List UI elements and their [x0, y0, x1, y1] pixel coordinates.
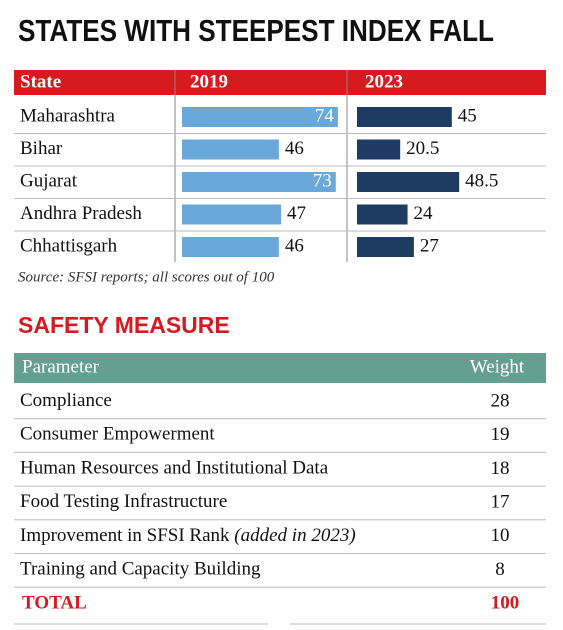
- category-label: Gujarat: [20, 170, 78, 191]
- total-value: 100: [491, 593, 520, 614]
- value-label: 46: [285, 235, 304, 256]
- source-note: Source: SFSI reports; all scores out of …: [18, 269, 275, 285]
- bar: [357, 172, 460, 192]
- chart-title: STATES WITH STEEPEST INDEX FALL: [18, 13, 494, 48]
- bar: [357, 204, 408, 225]
- header-row: [14, 70, 546, 95]
- value-label: 27: [420, 235, 439, 256]
- parameter-note: (added in 2023): [234, 525, 355, 546]
- value-label: 24: [414, 203, 434, 224]
- total-label: TOTAL: [22, 593, 87, 614]
- parameter-name: Human Resources and Institutional Data: [20, 458, 329, 479]
- weight: 10: [491, 525, 510, 546]
- parameter-name: Food Testing Infrastructure: [20, 491, 227, 512]
- value-label: 48.5: [465, 170, 498, 191]
- value-label: 20.5: [406, 138, 439, 159]
- weight: 19: [491, 424, 510, 445]
- bar: [182, 204, 282, 225]
- parameter: Human Resources and Institutional Data: [20, 458, 329, 479]
- weight: 17: [491, 491, 510, 512]
- parameter: Training and Capacity Building: [20, 559, 261, 580]
- table-header: [14, 353, 546, 383]
- bar: [182, 139, 279, 160]
- parameter: Compliance: [20, 390, 112, 411]
- weight: 18: [491, 458, 510, 479]
- legend-label: 2019: [190, 71, 228, 92]
- bar: [182, 107, 338, 127]
- column-header: Weight: [470, 356, 525, 377]
- value-label: 46: [285, 138, 304, 159]
- parameter-name: Training and Capacity Building: [20, 559, 261, 580]
- category-label: Maharashtra: [20, 105, 116, 126]
- bar: [182, 172, 336, 192]
- parameter-name: Consumer Empowerment: [20, 424, 215, 445]
- parameter-name: Compliance: [20, 390, 112, 411]
- category-label: Bihar: [20, 138, 63, 159]
- category-label: Andhra Pradesh: [20, 203, 142, 224]
- value-label: 45: [458, 105, 477, 126]
- parameter: Improvement in SFSI Rank (added in 2023): [20, 525, 356, 546]
- value-label: 74: [315, 105, 335, 126]
- weight: 8: [495, 559, 505, 580]
- weight: 28: [491, 390, 510, 411]
- category-label: Chhattisgarh: [20, 235, 118, 256]
- parameter: Consumer Empowerment: [20, 424, 215, 445]
- bar: [357, 107, 452, 127]
- table-title: SAFETY MEASURE: [18, 312, 230, 338]
- legend-label: 2023: [365, 71, 403, 92]
- bar: [357, 139, 401, 160]
- header-cell: State: [20, 71, 61, 92]
- bar: [182, 237, 279, 257]
- parameter: Food Testing Infrastructure: [20, 491, 227, 512]
- parameter-name: Improvement in SFSI Rank: [20, 525, 230, 546]
- column-header: Parameter: [22, 356, 100, 377]
- value-label: 73: [313, 170, 332, 191]
- value-label: 47: [287, 203, 306, 224]
- bar: [357, 237, 414, 257]
